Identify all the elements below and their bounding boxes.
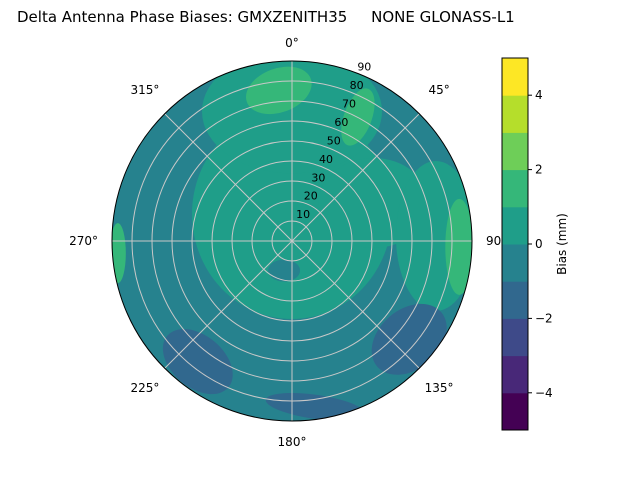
contour-region <box>268 259 301 282</box>
radial-tick-label: 70 <box>342 97 356 110</box>
contour-region <box>162 329 233 395</box>
angular-tick-label: 180° <box>278 435 307 449</box>
radial-tick-label: 40 <box>319 153 333 166</box>
chart-title: Delta Antenna Phase Biases: GMXZENITH35 … <box>17 8 515 26</box>
colorbar-tick-label: 4 <box>535 88 543 102</box>
polar-outline <box>111 60 473 422</box>
colorbar-band <box>502 281 528 319</box>
colorbar-band <box>502 132 528 171</box>
colorbar-band <box>502 244 528 282</box>
angular-tick-label: 315° <box>130 83 159 97</box>
colorbar-axis-label: Bias (mm) <box>555 213 569 275</box>
colorbar-band <box>502 169 528 208</box>
colorbar-tick-label: −4 <box>535 386 553 400</box>
angular-tick-label: 45° <box>428 83 449 97</box>
colorbar-band <box>502 206 528 245</box>
colorbar-band <box>502 355 528 394</box>
angular-tick-label: 0° <box>285 36 299 50</box>
colorbar-band <box>502 392 528 431</box>
colorbar-band <box>502 58 528 96</box>
angular-tick-label: 270° <box>69 234 98 248</box>
contour-region <box>371 303 447 375</box>
angular-tick-label: 135° <box>425 381 454 395</box>
radial-tick-label: 90 <box>357 60 371 73</box>
radial-tick-label: 10 <box>296 208 310 221</box>
contour-region <box>245 66 312 115</box>
contour-region <box>445 198 472 295</box>
radial-tick-label: 60 <box>334 116 348 129</box>
radial-tick-label: 80 <box>350 79 364 92</box>
angular-tick-label: 225° <box>130 381 159 395</box>
radial-tick-label: 20 <box>304 190 318 203</box>
colorbar-tick-label: −2 <box>535 311 553 325</box>
colorbar-tick-label: 2 <box>535 163 543 177</box>
colorbar: 4 2 0 −2 −4 Bias (mm) <box>501 57 569 431</box>
radial-tick-label: 30 <box>311 171 325 184</box>
colorbar-tick-label: 0 <box>535 237 543 251</box>
polar-grid <box>112 61 472 421</box>
colorbar-band <box>502 318 528 357</box>
radial-tick-label: 50 <box>327 134 341 147</box>
contour-region <box>265 393 365 421</box>
colorbar-band <box>502 95 528 133</box>
